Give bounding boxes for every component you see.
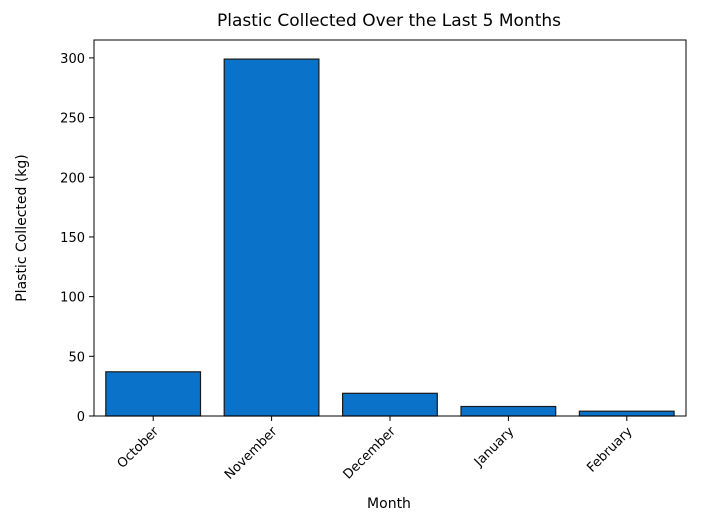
x-tick-label-october: October [115,424,163,472]
y-tick-label-300: 300 [60,52,85,67]
y-axis: 0 50 100 150 200 250 300 [60,52,94,425]
bars-group [105,58,675,417]
bar-february [578,410,675,417]
plot-frame [93,39,687,417]
y-tick-label-100: 100 [60,291,85,306]
x-tick-label-november: November [222,424,281,483]
bar-january [460,405,557,417]
x-tick-label-january: January [471,424,517,470]
chart-title: Plastic Collected Over the Last 5 Months [217,11,561,31]
x-axis: October November December January February [115,416,636,483]
y-tick-label-200: 200 [60,171,85,186]
x-tick-label-february: February [584,424,636,476]
bar-november [223,58,320,417]
x-axis-label: Month [367,496,411,512]
y-axis-label: Plastic Collected (kg) [14,154,30,302]
bar-october [105,371,202,417]
bar-december [342,392,438,417]
y-tick-label-50: 50 [68,350,85,365]
y-tick-label-250: 250 [60,112,85,127]
y-tick-label-0: 0 [77,410,85,425]
x-tick-label-december: December [341,424,400,483]
y-tick-label-150: 150 [60,231,85,246]
